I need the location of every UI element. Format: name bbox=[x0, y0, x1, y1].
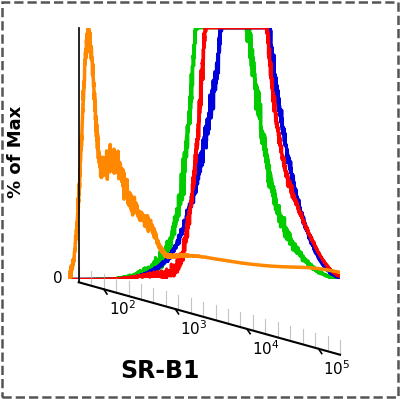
Text: 0: 0 bbox=[53, 271, 63, 286]
Text: 10$^4$: 10$^4$ bbox=[252, 340, 280, 358]
Text: 10$^2$: 10$^2$ bbox=[108, 300, 136, 318]
Text: % of Max: % of Max bbox=[7, 105, 25, 198]
Text: 10$^3$: 10$^3$ bbox=[180, 320, 208, 338]
Text: SR-B1: SR-B1 bbox=[120, 359, 200, 383]
Text: 10$^5$: 10$^5$ bbox=[323, 359, 351, 378]
